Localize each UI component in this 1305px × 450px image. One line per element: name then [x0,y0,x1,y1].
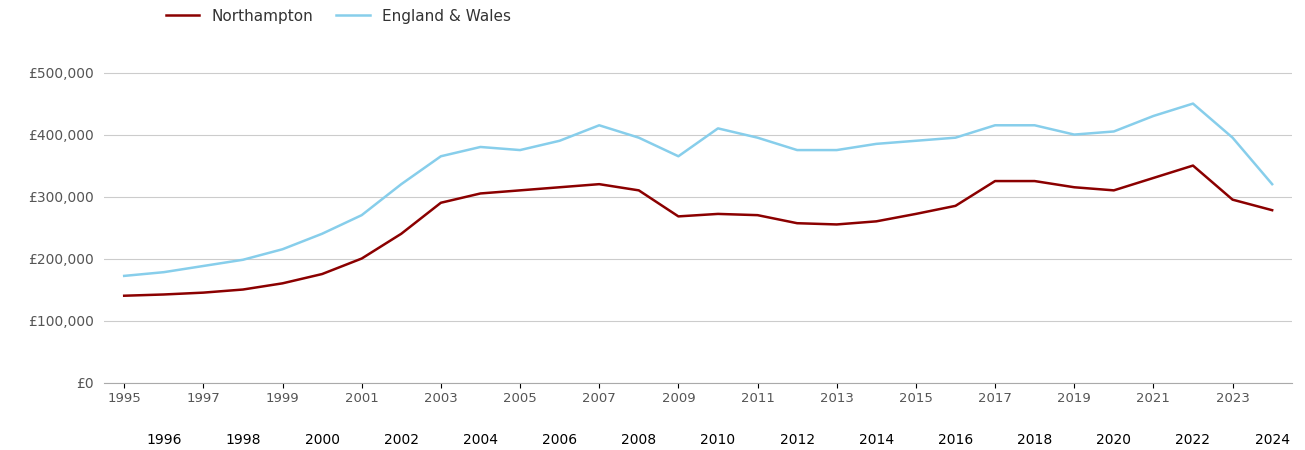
Northampton [196,290,211,295]
England & Wales [552,138,568,144]
Northampton [472,191,488,196]
England & Wales [275,247,291,252]
England & Wales [1146,113,1161,119]
Line: England & Wales: England & Wales [124,104,1272,276]
Northampton [1185,163,1201,168]
England & Wales [1265,181,1280,187]
Northampton [591,181,607,187]
England & Wales [433,153,449,159]
England & Wales [790,147,805,153]
Northampton [1146,175,1161,180]
Northampton [908,211,924,216]
England & Wales [868,141,883,147]
England & Wales [155,270,171,275]
England & Wales [472,144,488,150]
England & Wales [235,257,251,262]
England & Wales [632,135,647,140]
Northampton [632,188,647,193]
England & Wales [591,122,607,128]
England & Wales [315,231,330,236]
Northampton [155,292,171,297]
Northampton [829,222,844,227]
England & Wales [671,153,686,159]
Northampton [1105,188,1121,193]
England & Wales [1105,129,1121,134]
Northampton [512,188,527,193]
England & Wales [908,138,924,144]
England & Wales [1224,135,1240,140]
Northampton [1265,207,1280,213]
Northampton [947,203,963,208]
Northampton [1066,184,1082,190]
England & Wales [393,181,408,187]
Northampton [354,256,369,261]
England & Wales [1185,101,1201,106]
Northampton [1027,178,1043,184]
Northampton [116,293,132,298]
Northampton [868,219,883,224]
England & Wales [1066,132,1082,137]
England & Wales [354,212,369,218]
Northampton [552,184,568,190]
Northampton [671,214,686,219]
England & Wales [512,147,527,153]
England & Wales [1027,122,1043,128]
Northampton [710,211,726,216]
England & Wales [749,135,765,140]
England & Wales [710,126,726,131]
Northampton [749,212,765,218]
England & Wales [988,122,1004,128]
Northampton [1224,197,1240,202]
England & Wales [829,147,844,153]
Northampton [393,231,408,236]
Line: Northampton: Northampton [124,166,1272,296]
Northampton [433,200,449,206]
Northampton [315,271,330,277]
England & Wales [196,263,211,269]
Northampton [790,220,805,226]
England & Wales [947,135,963,140]
Northampton [988,178,1004,184]
Northampton [235,287,251,292]
Legend: Northampton, England & Wales: Northampton, England & Wales [159,3,517,30]
Northampton [275,281,291,286]
England & Wales [116,273,132,279]
